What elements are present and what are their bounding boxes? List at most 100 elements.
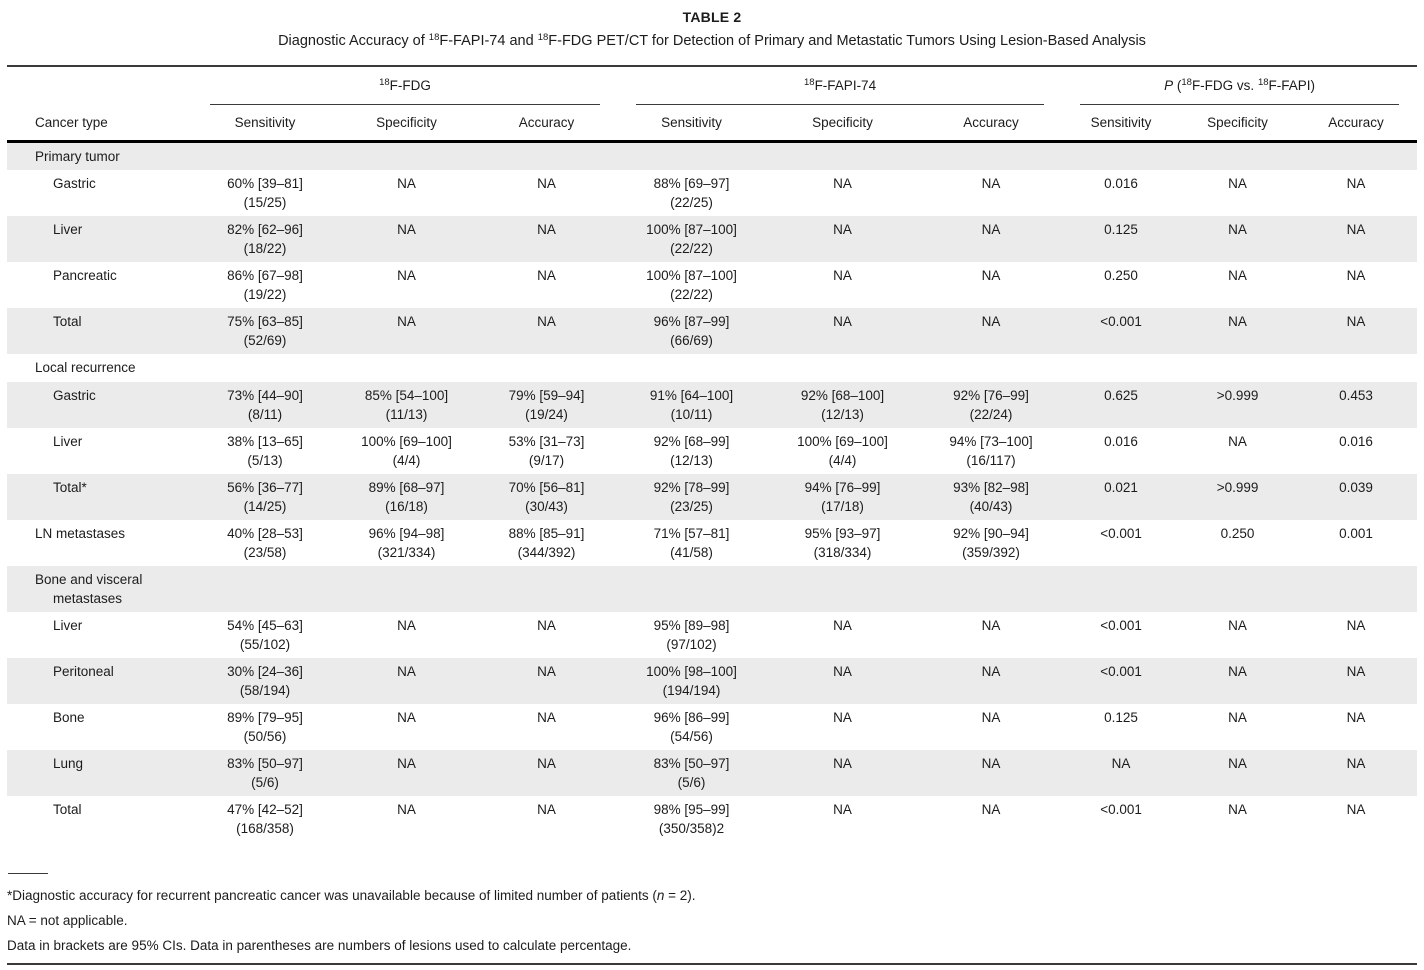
group-header-row: 18F-FDG 18F-FAPI-74 P (18F-FDG vs. 18F-FAP… [7,67,1417,106]
cell-fdg-accuracy: 88% [85–91] (344/392) [475,520,618,566]
table-row: Gastric 60% [39–81] (15/25) NA NA 88% [69–97]… [7,170,1417,216]
cell-p-accuracy: NA [1295,170,1417,216]
sub-header-fdg-specificity: Specificity [338,106,475,143]
cell-fraction: (23/25) [670,499,713,514]
cell-value: NA [537,755,556,771]
cell-value: 95% [93–97] [804,525,881,541]
cell-p-sensitivity: <0.001 [1062,308,1180,354]
cell-value: NA [981,801,1001,817]
table-row: LN metastases 40% [28–53] (23/58) 96% [94–9… [7,520,1417,566]
cell-fdg-specificity: NA [338,170,475,216]
empty-cell [618,142,765,170]
cell-fdg-sensitivity: 86% [67–98] (19/22) [192,262,338,308]
cell-fraction: (52/69) [243,333,287,348]
cell-value: NA [1228,709,1247,725]
cell-fdg-accuracy: NA [475,612,618,658]
cell-fdg-accuracy: NA [475,796,618,842]
cell-value: 96% [86–99] [653,709,730,725]
cell-value: <0.001 [1100,663,1142,679]
cell-value: 95% [89–98] [653,617,730,633]
sub-header-p-specificity: Specificity [1180,106,1296,143]
empty-cell [338,566,475,612]
empty-cell [338,142,475,170]
cell-value: NA [1228,433,1247,449]
superscript: 18 [803,77,815,88]
cell-fdg-accuracy: NA [475,170,618,216]
row-label: Liver [53,221,83,237]
cell-value: NA [981,617,1001,633]
cell-fdg-accuracy: NA [475,216,618,262]
cell-p-sensitivity: 0.125 [1062,216,1180,262]
cell-fdg-accuracy: 53% [31–73] (9/17) [475,428,618,474]
cell-value: NA [833,313,852,329]
row-label: Total* [53,479,87,495]
cell-value: 92% [90–94] [953,525,1029,541]
row-label: Liver [53,433,83,449]
cell-value: 73% [44–90] [227,387,303,403]
cell-p-sensitivity: 0.016 [1062,428,1180,474]
table-title: TABLE 2 [682,9,742,25]
cell-fapi-specificity: NA [765,796,920,842]
cell-fdg-specificity: NA [338,704,475,750]
cell-fdg-sensitivity: 83% [50–97] (5/6) [192,750,338,796]
cell-value: 96% [94–98] [368,525,445,541]
group-label: P (18F-FDG vs. 18F-FAPI) [1164,77,1316,93]
empty-cell [618,566,765,612]
sub-header-fapi-sensitivity: Sensitivity [618,106,766,143]
group-header-fdg: 18F-FDG [192,67,618,106]
cell-fdg-accuracy: 70% [56–81] (30/43) [475,474,618,520]
cell-fdg-sensitivity: 60% [39–81] (15/25) [192,170,338,216]
table-caption: Diagnostic Accuracy of 18F-FAPI-74 and 1… [278,32,1146,49]
cell-value: NA [397,663,416,679]
cell-fdg-specificity: NA [338,216,475,262]
cancer-type-header: Cancer type [7,106,192,143]
cell-fdg-specificity: 85% [54–100] (11/13) [338,382,475,428]
cell-fdg-specificity: 89% [68–97] (16/18) [338,474,475,520]
group-label: 18F-FDG [379,77,431,93]
cell-fapi-accuracy: 92% [90–94] (359/392) [920,520,1062,566]
cell-fapi-sensitivity: 98% [95–99] (350/358)2 [618,796,765,842]
cell-p-specificity: NA [1180,704,1295,750]
cell-fapi-accuracy: NA [920,262,1062,308]
sub-header-p-accuracy: Accuracy [1295,106,1418,143]
sub-header-p-sensitivity: Sensitivity [1062,106,1181,143]
cell-value: 100% [69–100] [797,433,888,449]
cell-fapi-accuracy: 92% [76–99] (22/24) [920,382,1062,428]
footnotes: *Diagnostic accuracy for recurrent pancr… [7,872,1417,958]
cell-fapi-sensitivity: 100% [87–100] (22/22) [618,262,765,308]
cell-fdg-specificity: 96% [94–98] (321/334) [338,520,475,566]
empty-cell [1180,354,1295,382]
cell-fdg-sensitivity: 54% [45–63] (55/102) [192,612,338,658]
cell-value: 0.001 [1339,525,1373,541]
cell-fapi-sensitivity: 88% [69–97] (22/25) [618,170,765,216]
empty-cell [1180,142,1295,170]
cell-fapi-accuracy: 94% [73–100] (16/117) [920,428,1062,474]
cell-value: 0.016 [1339,433,1373,449]
cell-fraction: (19/22) [243,287,287,302]
cell-value: NA [981,313,1001,329]
cell-value: 0.125 [1104,221,1138,237]
cell-value: NA [833,709,852,725]
cell-value: 92% [68–100] [800,387,885,403]
cell-value: NA [397,617,416,633]
table-row: Liver 38% [13–65] (5/13) 100% [69–100] (4/4)… [7,428,1417,474]
cell-value: 83% [50–97] [227,755,303,771]
cell-fapi-sensitivity: 100% [98–100] (194/194) [618,658,765,704]
cell-value: 83% [50–97] [653,755,730,771]
cell-value: NA [537,801,556,817]
empty-cell [1295,566,1417,612]
cell-fraction: (350/358)2 [658,821,725,836]
cell-value: 94% [73–100] [949,433,1033,449]
empty-cell [765,354,920,382]
table-row: Peritoneal 30% [24–36] (58/194) NA NA 100% [9… [7,657,1418,704]
cell-value: <0.001 [1100,801,1142,817]
cell-fapi-sensitivity: 96% [87–99] (66/69) [618,308,765,354]
cell-fdg-sensitivity: 75% [63–85] (52/69) [192,308,338,354]
row-label: LN metastases [35,525,126,541]
cell-fraction: (15/25) [243,195,287,210]
cell-value: NA [1228,175,1247,191]
cell-fraction: (17/18) [821,499,864,514]
cell-fapi-accuracy: NA [920,704,1062,750]
cell-fapi-sensitivity: 95% [89–98] (97/102) [618,612,765,658]
cell-value: 100% [87–100] [646,221,737,237]
